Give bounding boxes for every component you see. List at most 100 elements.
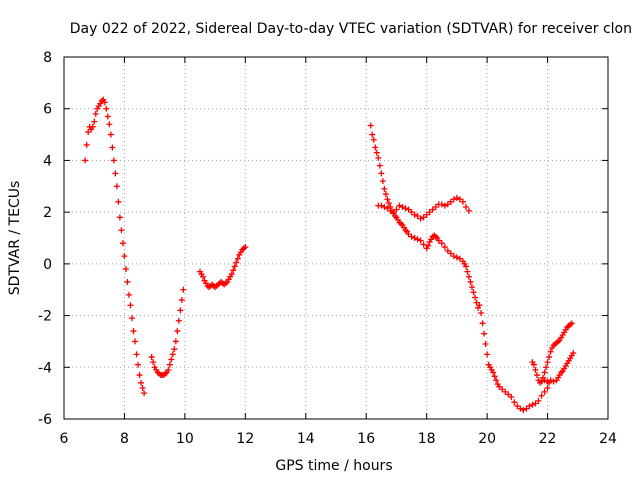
series-seg-c bbox=[197, 244, 249, 291]
data-point-plus bbox=[379, 178, 386, 185]
data-point-plus bbox=[372, 144, 379, 151]
data-point-plus bbox=[165, 366, 172, 373]
data-point-plus bbox=[476, 302, 483, 309]
data-point-plus bbox=[113, 183, 120, 190]
data-point-plus bbox=[493, 377, 500, 384]
data-point-plus bbox=[112, 170, 119, 177]
data-point-plus bbox=[384, 205, 391, 212]
data-point-plus bbox=[119, 240, 126, 247]
data-point-plus bbox=[127, 302, 134, 309]
data-point-plus bbox=[484, 351, 491, 358]
data-point-plus bbox=[464, 268, 471, 275]
data-point-plus bbox=[103, 105, 110, 112]
y-axis-label: SDTVAR / TECUs bbox=[7, 181, 23, 296]
y-tick-label: 6 bbox=[43, 102, 52, 118]
y-tick-label: 4 bbox=[43, 153, 52, 169]
data-point-plus bbox=[482, 341, 489, 348]
data-point-plus bbox=[387, 207, 394, 214]
data-point-plus bbox=[139, 384, 146, 391]
plot-frame bbox=[63, 56, 609, 420]
data-point-plus bbox=[456, 255, 463, 262]
data-point-plus bbox=[393, 206, 400, 213]
data-point-plus bbox=[115, 198, 122, 205]
series-seg-e bbox=[375, 194, 472, 222]
data-point-plus bbox=[538, 392, 545, 399]
data-point-plus bbox=[109, 144, 116, 151]
data-point-plus bbox=[405, 231, 412, 238]
data-point-plus bbox=[124, 278, 131, 285]
x-tick-label: 14 bbox=[297, 431, 315, 447]
data-point-plus bbox=[180, 286, 187, 293]
data-point-plus bbox=[171, 346, 178, 353]
y-tick-label: -2 bbox=[38, 309, 52, 325]
y-tick-label: -4 bbox=[38, 360, 52, 376]
data-point-plus bbox=[177, 307, 184, 314]
data-point-plus bbox=[411, 235, 418, 241]
data-point-plus bbox=[169, 351, 176, 358]
y-tick-label: 8 bbox=[43, 50, 52, 66]
data-point-plus bbox=[530, 361, 537, 368]
data-point-plus bbox=[505, 391, 512, 398]
data-point-plus bbox=[533, 372, 540, 379]
data-point-plus bbox=[447, 198, 454, 205]
data-point-plus bbox=[82, 157, 89, 164]
series-seg-f bbox=[529, 320, 575, 386]
grid bbox=[64, 57, 608, 419]
data-point-plus bbox=[490, 369, 497, 376]
data-point-plus bbox=[532, 366, 539, 373]
x-tick-label: 6 bbox=[60, 431, 69, 447]
data-point-plus bbox=[373, 149, 380, 156]
data-point-plus bbox=[129, 315, 135, 322]
data-point-plus bbox=[444, 247, 451, 254]
series-seg-a bbox=[82, 96, 148, 397]
data-point-plus bbox=[511, 399, 518, 406]
data-point-plus bbox=[174, 328, 181, 335]
data-point-plus bbox=[367, 122, 374, 129]
data-point-plus bbox=[370, 136, 377, 143]
data-point-plus bbox=[438, 201, 445, 208]
chart-title: Day 022 of 2022, Sidereal Day-to-day VTE… bbox=[70, 21, 632, 37]
data-point-plus bbox=[92, 110, 99, 117]
data-point-plus bbox=[544, 359, 551, 366]
data-point-plus bbox=[369, 131, 376, 138]
x-tick-label: 10 bbox=[176, 431, 194, 447]
data-point-plus bbox=[385, 200, 392, 207]
data-point-plus bbox=[426, 209, 433, 216]
x-tick-label: 22 bbox=[539, 431, 557, 447]
data-point-plus bbox=[541, 388, 548, 395]
series-seg-g bbox=[541, 350, 577, 385]
data-point-plus bbox=[414, 213, 421, 220]
data-point-plus bbox=[132, 338, 139, 345]
data-point-plus bbox=[376, 162, 383, 169]
data-point-plus bbox=[456, 196, 463, 203]
data-point-plus bbox=[408, 209, 415, 216]
data-point-plus bbox=[502, 388, 509, 395]
data-point-plus bbox=[441, 244, 448, 251]
data-point-plus bbox=[543, 364, 550, 371]
data-point-plus bbox=[231, 263, 238, 270]
data-point-plus bbox=[417, 215, 424, 222]
data-point-plus bbox=[447, 250, 454, 257]
data-point-plus bbox=[172, 338, 179, 345]
data-point-plus bbox=[390, 209, 397, 216]
data-point-plus bbox=[384, 196, 391, 203]
data-point-plus bbox=[242, 244, 249, 251]
data-point-plus bbox=[375, 154, 382, 161]
x-tick-label: 16 bbox=[357, 431, 375, 447]
data-point-plus bbox=[118, 227, 125, 234]
data-point-plus bbox=[420, 241, 427, 248]
x-tick-label: 12 bbox=[236, 431, 254, 447]
data-point-plus bbox=[550, 378, 557, 385]
data-point-plus bbox=[544, 378, 551, 385]
data-point-plus bbox=[459, 198, 466, 205]
data-point-plus bbox=[481, 330, 488, 337]
data-point-plus bbox=[378, 170, 385, 177]
data-point-plus bbox=[200, 273, 207, 280]
data-point-plus bbox=[110, 157, 117, 164]
data-point-plus bbox=[121, 253, 128, 260]
data-point-plus bbox=[478, 309, 485, 316]
data-point-plus bbox=[150, 359, 157, 366]
data-point-plus bbox=[479, 320, 486, 327]
data-point-plus bbox=[405, 206, 412, 213]
data-point-plus bbox=[462, 203, 469, 210]
